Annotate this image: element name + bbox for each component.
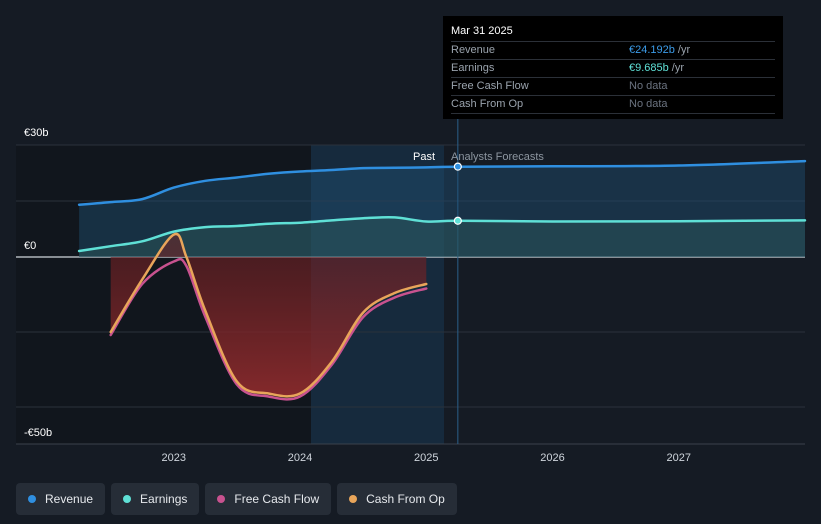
tooltip-unit: /yr	[671, 62, 684, 74]
legend-item-free-cash-flow[interactable]: Free Cash Flow	[205, 483, 332, 515]
earnings-marker	[453, 216, 462, 225]
data-tooltip: Mar 31 2025 Revenue €24.192b /yr Earning…	[443, 16, 783, 119]
revenue-area	[79, 161, 806, 257]
x-tick-label: 2024	[288, 452, 312, 464]
tooltip-label: Revenue	[451, 44, 496, 56]
earnings-area	[79, 217, 806, 257]
tooltip-value: €9.685b	[629, 62, 669, 74]
series-lines	[77, 159, 807, 401]
y-tick-label: -€50b	[24, 427, 52, 439]
y-tick-label: €30b	[24, 127, 48, 139]
tooltip-row-cash-from-op: Cash From Op No data	[451, 96, 775, 114]
legend-item-revenue[interactable]: Revenue	[16, 483, 106, 515]
legend-item-cash-from-op[interactable]: Cash From Op	[337, 483, 457, 515]
legend-item-earnings[interactable]: Earnings	[111, 483, 200, 515]
x-axis-labels: 2023 2024 2025 2026 2027	[162, 452, 691, 464]
tooltip-date: Mar 31 2025	[451, 22, 775, 42]
legend-dot-icon	[123, 495, 132, 503]
earnings-line	[77, 215, 807, 253]
past-label: Past	[413, 151, 435, 163]
legend-label: Free Cash Flow	[234, 492, 320, 506]
y-axis-labels: €30b €0 -€50b	[24, 127, 52, 439]
legend-label: Earnings	[140, 492, 188, 506]
tooltip-value: No data	[629, 98, 668, 110]
revenue-line	[77, 159, 807, 206]
x-tick-label: 2026	[540, 452, 564, 464]
series-markers	[453, 162, 462, 225]
cash-from-op-line	[109, 232, 428, 398]
series-areas	[79, 161, 806, 397]
tooltip-label: Free Cash Flow	[451, 80, 529, 92]
x-tick-label: 2025	[414, 452, 438, 464]
free-cash-flow-line	[109, 257, 428, 401]
legend-label: Revenue	[45, 492, 94, 506]
tooltip-row-free-cash-flow: Free Cash Flow No data	[451, 78, 775, 96]
x-tick-label: 2027	[667, 452, 691, 464]
tooltip-unit: /yr	[677, 44, 691, 56]
tooltip-label: Cash From Op	[451, 98, 524, 110]
forecast-label: Analysts Forecasts	[451, 151, 544, 163]
tooltip-value: No data	[629, 80, 668, 92]
tooltip-row-earnings: Earnings €9.685b /yr	[451, 60, 775, 78]
y-tick-label: €0	[24, 240, 36, 252]
tooltip-value: €24.192b	[629, 44, 675, 56]
revenue-marker	[453, 162, 462, 171]
legend-dot-icon	[349, 495, 358, 503]
legend-dot-icon	[28, 495, 36, 503]
x-tick-label: 2023	[162, 452, 186, 464]
cash-area	[110, 233, 427, 397]
legend-dot-icon	[217, 495, 226, 503]
legend-label: Cash From Op	[366, 492, 445, 506]
tooltip-row-revenue: Revenue €24.192b /yr	[451, 42, 775, 60]
chart-legend: Revenue Earnings Free Cash Flow Cash Fro…	[16, 483, 457, 515]
tooltip-label: Earnings	[451, 62, 495, 74]
